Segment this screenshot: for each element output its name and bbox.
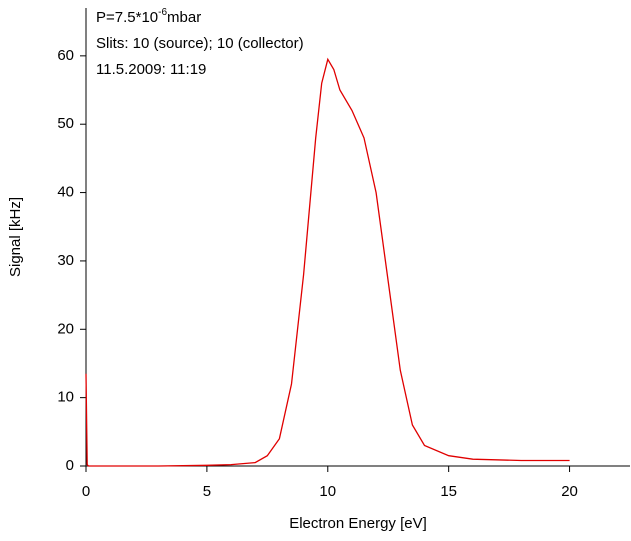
y-tick-label: 10 bbox=[57, 389, 74, 406]
annotation-text: P=7.5*10 bbox=[96, 9, 158, 26]
y-tick-label: 40 bbox=[57, 184, 74, 201]
x-tick-label: 10 bbox=[319, 483, 336, 500]
y-tick-label: 50 bbox=[57, 115, 74, 132]
y-tick-label: 20 bbox=[57, 320, 74, 337]
x-tick-label: 20 bbox=[561, 483, 578, 500]
annotation-line: 11.5.2009: 11:19 bbox=[96, 61, 206, 78]
data-line bbox=[85, 57, 570, 467]
annotation-line: Slits: 10 (source); 10 (collector) bbox=[96, 35, 304, 52]
annotation: P=7.5*10-6mbar bbox=[96, 7, 201, 26]
x-tick-label: 0 bbox=[82, 483, 90, 500]
x-tick-label: 5 bbox=[203, 483, 211, 500]
y-tick-label: 30 bbox=[57, 252, 74, 269]
x-axis-label: Electron Energy [eV] bbox=[289, 515, 427, 532]
x-tick-label: 15 bbox=[440, 483, 457, 500]
y-tick-label: 60 bbox=[57, 47, 74, 64]
y-tick-label: 0 bbox=[66, 457, 74, 474]
annotation-sup: -6 bbox=[158, 7, 167, 18]
y-axis-label: Signal [kHz] bbox=[7, 197, 24, 277]
annotation-suffix: mbar bbox=[167, 9, 201, 26]
